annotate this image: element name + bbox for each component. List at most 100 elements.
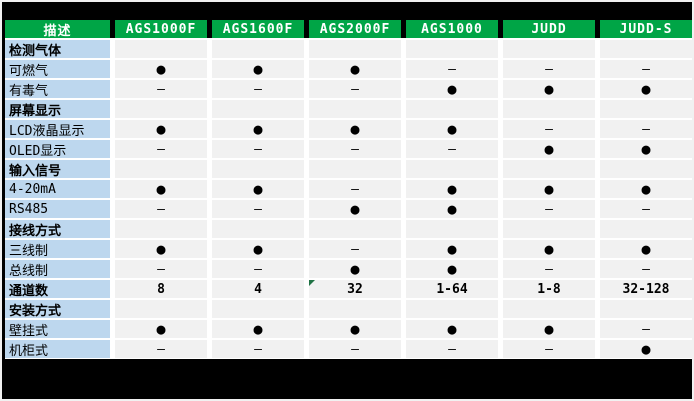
- feature-dot-cell: ●: [115, 60, 207, 78]
- empty-cell: [600, 40, 692, 58]
- feature-dash-cell: –: [115, 80, 207, 98]
- empty-cell: [503, 100, 595, 118]
- row-label: 三线制: [5, 240, 110, 258]
- empty-cell: [115, 100, 207, 118]
- feature-dash-cell: –: [309, 80, 401, 98]
- feature-dot-cell: ●: [212, 240, 304, 258]
- row-label: 可燃气: [5, 60, 110, 78]
- value-cell: 32: [309, 280, 401, 298]
- empty-cell: [406, 220, 498, 238]
- empty-cell: [503, 300, 595, 318]
- row-label: 安装方式: [5, 300, 110, 318]
- feature-dot-cell: ●: [115, 240, 207, 258]
- feature-dash-cell: –: [406, 140, 498, 158]
- empty-cell: [309, 40, 401, 58]
- feature-dash-cell: –: [212, 200, 304, 218]
- feature-dash-cell: –: [600, 260, 692, 278]
- empty-cell: [503, 220, 595, 238]
- feature-dot-cell: ●: [309, 200, 401, 218]
- row-label: 接线方式: [5, 220, 110, 238]
- feature-dot-cell: ●: [406, 180, 498, 198]
- empty-cell: [212, 100, 304, 118]
- feature-dash-cell: –: [600, 320, 692, 338]
- section-row: 检测气体: [5, 40, 692, 58]
- empty-cell: [212, 40, 304, 58]
- empty-cell: [309, 300, 401, 318]
- feature-dot-cell: ●: [503, 240, 595, 258]
- header-cell-judd: JUDD: [503, 20, 595, 38]
- table-row: 4-20mA ● ● – ● ● ●: [5, 180, 692, 198]
- comparison-table: 描述 AGS1000F AGS1600F AGS2000F AGS1000 JUDD JUD…: [5, 20, 692, 359]
- row-label: RS485: [5, 200, 110, 218]
- table-row: OLED显示 – – – – ● ●: [5, 140, 692, 158]
- empty-cell: [309, 220, 401, 238]
- section-row: 安装方式: [5, 300, 692, 318]
- feature-dash-cell: –: [600, 60, 692, 78]
- feature-dash-cell: –: [115, 200, 207, 218]
- table-row: 总线制 – – ● ● – –: [5, 260, 692, 278]
- feature-dash-cell: –: [309, 240, 401, 258]
- empty-cell: [600, 220, 692, 238]
- row-label: 总线制: [5, 260, 110, 278]
- feature-dot-cell: ●: [503, 180, 595, 198]
- empty-cell: [406, 40, 498, 58]
- feature-dot-cell: ●: [309, 260, 401, 278]
- row-label: OLED显示: [5, 140, 110, 158]
- feature-dash-cell: –: [600, 200, 692, 218]
- table-row: 通道数 8 4 32 1-64 1-8 32-128: [5, 280, 692, 298]
- section-row: 屏幕显示: [5, 100, 692, 118]
- feature-dot-cell: ●: [309, 320, 401, 338]
- header-cell-judd-s: JUDD-S: [600, 20, 692, 38]
- feature-dash-cell: –: [212, 80, 304, 98]
- table-row: LCD液晶显示 ● ● ● ● – –: [5, 120, 692, 138]
- feature-dash-cell: –: [503, 200, 595, 218]
- row-label: 屏幕显示: [5, 100, 110, 118]
- feature-dash-cell: –: [212, 340, 304, 358]
- feature-dot-cell: ●: [406, 120, 498, 138]
- feature-dash-cell: –: [212, 140, 304, 158]
- header-cell-ags2000f: AGS2000F: [309, 20, 401, 38]
- feature-dot-cell: ●: [406, 200, 498, 218]
- table-row: 壁挂式 ● ● ● ● ● –: [5, 320, 692, 338]
- value-cell: 1-8: [503, 280, 595, 298]
- row-label: 壁挂式: [5, 320, 110, 338]
- feature-dash-cell: –: [406, 340, 498, 358]
- row-label: 检测气体: [5, 40, 110, 58]
- table-body: 检测气体 可燃气 ● ● ● – – – 有毒气 – – – ● ● ● 屏幕显示 LCD液晶显示 ● ● ● ● – – O…: [5, 38, 692, 359]
- header-cell-ags1600f: AGS1600F: [212, 20, 304, 38]
- feature-dot-cell: ●: [212, 180, 304, 198]
- feature-dash-cell: –: [309, 180, 401, 198]
- row-label: 机柜式: [5, 340, 110, 358]
- header-cell-ags1000: AGS1000: [406, 20, 498, 38]
- empty-cell: [406, 300, 498, 318]
- feature-dot-cell: ●: [115, 180, 207, 198]
- feature-dot-cell: ●: [115, 120, 207, 138]
- table-header-row: 描述 AGS1000F AGS1600F AGS2000F AGS1000 JUDD JUD…: [5, 20, 692, 39]
- feature-dash-cell: –: [503, 120, 595, 138]
- feature-dot-cell: ●: [406, 260, 498, 278]
- empty-cell: [406, 100, 498, 118]
- value-cell: 8: [115, 280, 207, 298]
- empty-cell: [309, 100, 401, 118]
- table-row: 可燃气 ● ● ● – – –: [5, 60, 692, 78]
- empty-cell: [309, 160, 401, 178]
- table-row: RS485– – ● ● – –: [5, 200, 692, 218]
- feature-dot-cell: ●: [600, 240, 692, 258]
- feature-dash-cell: –: [309, 340, 401, 358]
- feature-dot-cell: ●: [503, 320, 595, 338]
- value-cell: 32-128: [600, 280, 692, 298]
- empty-cell: [115, 300, 207, 318]
- header-cell-description: 描述: [5, 20, 110, 39]
- feature-dash-cell: –: [309, 140, 401, 158]
- empty-cell: [600, 160, 692, 178]
- section-row: 接线方式: [5, 220, 692, 238]
- empty-cell: [115, 40, 207, 58]
- section-row: 输入信号: [5, 160, 692, 178]
- feature-dash-cell: –: [212, 260, 304, 278]
- empty-cell: [212, 160, 304, 178]
- feature-dash-cell: –: [600, 120, 692, 138]
- feature-dot-cell: ●: [212, 320, 304, 338]
- feature-dot-cell: ●: [406, 320, 498, 338]
- feature-dot-cell: ●: [503, 140, 595, 158]
- feature-dot-cell: ●: [309, 60, 401, 78]
